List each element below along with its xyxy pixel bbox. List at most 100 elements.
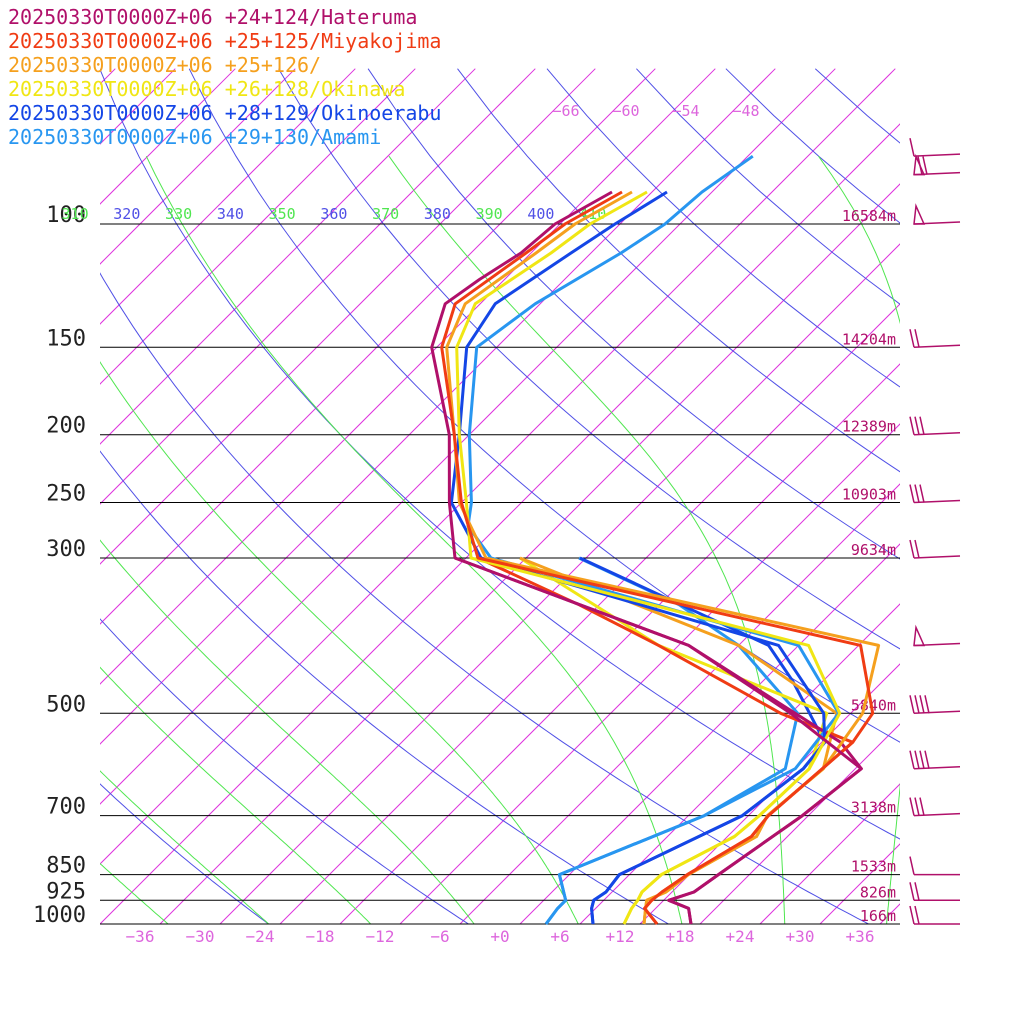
temperature-tick-label: +24: [726, 927, 755, 946]
isotherm-line: [159, 183, 900, 924]
wind-barb-full: [924, 750, 930, 769]
height-label: 10903m: [842, 486, 896, 504]
wind-barb-full: [919, 695, 925, 714]
wind-barb-full: [909, 416, 915, 435]
wind-barb: [909, 484, 961, 504]
theta-label: 400: [527, 205, 554, 223]
height-label: 1533m: [851, 858, 896, 876]
temperature-tick-label: +36: [846, 927, 875, 946]
pressure-label: 250: [46, 482, 86, 507]
wind-barb-full: [914, 797, 920, 816]
isotherm-line: [100, 68, 236, 205]
upper-isotherm-label: −54: [672, 102, 699, 120]
dry-adiabat: [457, 68, 900, 473]
temperature-tick-label: +6: [550, 927, 569, 946]
upper-isotherm-labels: −66 −60 −54 −48: [552, 102, 759, 120]
wind-barb-full: [914, 329, 920, 348]
sounding-series: [430, 154, 881, 925]
wind-barb-flag: [913, 203, 926, 225]
temperature-line-3: [455, 190, 842, 925]
pressure-label: 850: [46, 854, 86, 879]
wind-barb-full: [909, 905, 915, 925]
moist-adiabat: [100, 770, 270, 924]
isotherm-line: [100, 68, 836, 805]
wind-barb-flag: [913, 624, 926, 647]
pressure-label: 500: [46, 692, 86, 717]
wind-barb: [909, 797, 961, 817]
theta-label: 350: [269, 205, 296, 223]
pressure-label: 100: [46, 203, 86, 228]
theta-label: 380: [424, 205, 451, 223]
temperature-line-4: [449, 190, 827, 925]
height-label: 12389m: [842, 418, 896, 436]
upper-isotherm-label: −66: [552, 102, 579, 120]
height-label: 16584m: [842, 207, 896, 225]
isotherm-line: [100, 68, 416, 385]
temperature-tick-label: −12: [366, 927, 395, 946]
temperature-line-2: [445, 190, 881, 925]
wind-barb-full: [919, 416, 925, 435]
legend-entry-5: 20250330T0000Z+06 +29+130/Amami: [8, 125, 381, 149]
isotherm-line: [279, 303, 900, 924]
wind-barb-staff: [913, 555, 961, 559]
isotherm-line: [100, 68, 776, 745]
wind-barb-full: [909, 797, 915, 816]
pressure-label: 150: [46, 326, 86, 351]
wind-barb-full: [914, 695, 920, 714]
moist-adiabat: [100, 666, 372, 924]
dry-adiabat: [814, 68, 900, 144]
wind-barb-full: [924, 695, 930, 714]
theta-labels: 310 320 330 340 350 360 370 380 390 400 410: [62, 205, 607, 223]
legend-entry-2: 20250330T0000Z+06 +25+126/: [8, 53, 321, 77]
isotherm-line: [100, 68, 356, 325]
wind-barb-full: [919, 484, 925, 503]
wind-barb-full: [909, 695, 915, 714]
isotherm-line: [879, 903, 900, 924]
isotherm-line: [699, 723, 900, 924]
dry-adiabat: [278, 68, 900, 650]
moist-adiabat: [100, 361, 579, 924]
isotherm-line: [100, 68, 296, 265]
theta-label: 330: [165, 205, 192, 223]
wind-barb: [909, 539, 961, 559]
wind-barb-staff: [913, 344, 961, 349]
isotherm-line: [399, 423, 900, 924]
wind-barb: [913, 624, 961, 647]
wind-barb-full: [909, 856, 915, 875]
wind-barb: [909, 329, 961, 349]
legend-entry-4: 20250330T0000Z+06 +28+129/Okinoerabu: [8, 101, 441, 125]
pressure-label: 700: [46, 795, 86, 820]
moist-adiabat: [145, 155, 683, 924]
wind-barb-full: [919, 750, 925, 769]
wind-barb-full: [919, 797, 925, 816]
temperature-tick-label: −36: [126, 927, 155, 946]
wind-barb-full: [909, 750, 915, 769]
isotherm-line: [579, 603, 900, 924]
temperature-tick-labels: −36 −30 −24 −18 −12 −6 +0 +6 +12 +18 +24 +30 +36: [126, 927, 875, 946]
isobar-lines: 100 16584m 150 14204m 200 12389m 250 10903m 300 9…: [33, 203, 900, 928]
wind-barb: [909, 138, 961, 157]
upper-isotherm-label: −60: [612, 102, 639, 120]
isotherm-line: [100, 68, 476, 445]
wind-barb-full: [917, 156, 923, 175]
wind-barbs: [909, 138, 961, 925]
theta-label: 340: [217, 205, 244, 223]
isotherm-line: [100, 68, 716, 685]
theta-label: 390: [476, 205, 503, 223]
dry-adiabat: [100, 783, 270, 924]
wind-barb-full: [914, 750, 920, 769]
wind-barb-staff: [913, 765, 961, 770]
temperature-line-0: [430, 190, 863, 925]
temperature-tick-label: +18: [666, 927, 695, 946]
wind-barb-full: [909, 539, 915, 559]
isotherm-line: [459, 483, 900, 924]
wind-barb: [913, 153, 961, 176]
wind-barb: [909, 695, 961, 715]
theta-label: 310: [62, 205, 89, 223]
dry-adiabat: [100, 618, 470, 924]
theta-label: 320: [113, 205, 140, 223]
dry-adiabat: [367, 68, 900, 560]
wind-barb-full: [914, 882, 920, 901]
isotherm-line: [519, 543, 900, 924]
wind-barb-full: [914, 905, 920, 925]
